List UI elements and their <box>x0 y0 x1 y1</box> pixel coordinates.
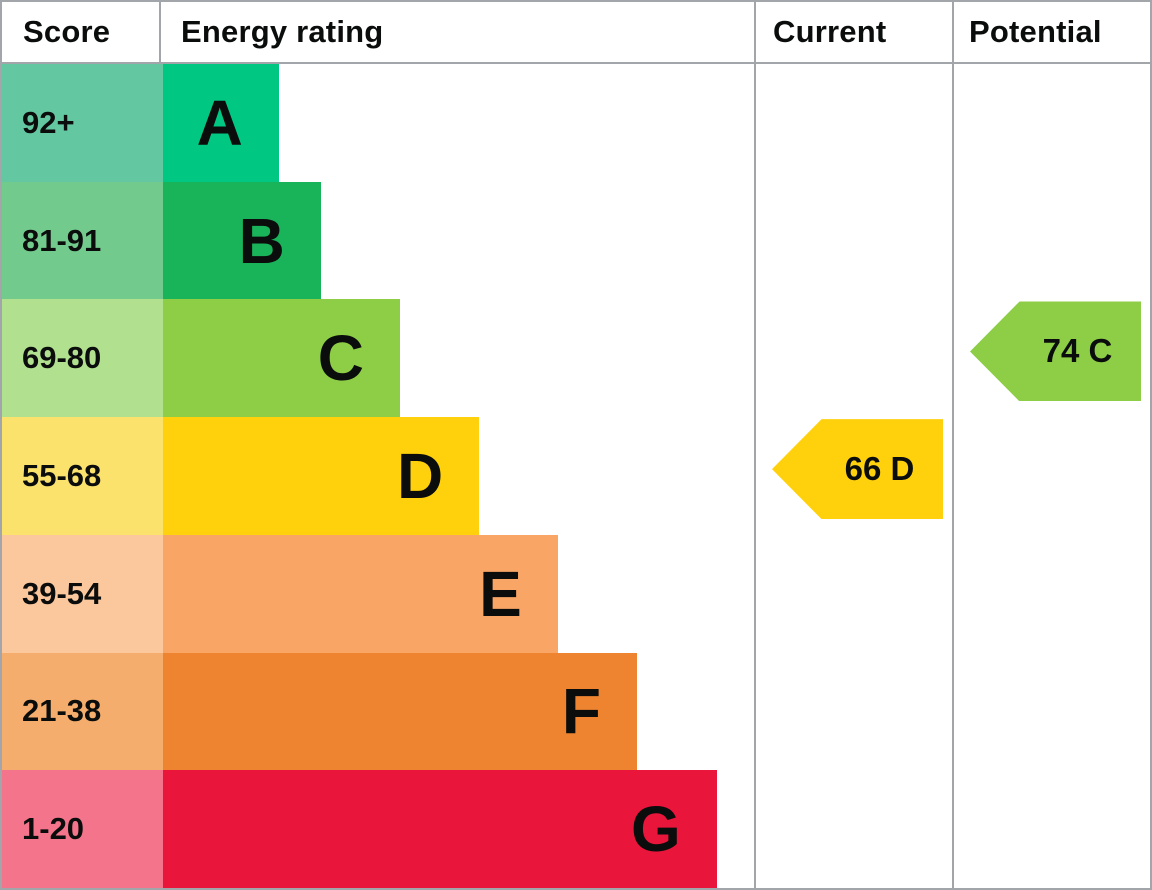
band-bar-track: A <box>163 64 754 182</box>
band-letter: A <box>196 86 243 159</box>
current-rating-arrow: 66 D <box>772 419 943 520</box>
band-row: 69-80 C 74 C <box>2 299 1150 418</box>
band-score-range: 92+ <box>2 64 163 182</box>
potential-cell <box>952 64 1150 182</box>
band-row: 81-91 B <box>2 181 1150 300</box>
potential-cell <box>952 181 1150 300</box>
band-score-range: 69-80 <box>2 299 163 418</box>
band-bar: C <box>163 299 400 418</box>
band-bar: D <box>163 417 480 535</box>
current-cell <box>754 652 952 771</box>
band-letter: C <box>317 322 364 395</box>
potential-cell <box>952 417 1150 535</box>
band-row: 39-54 E <box>2 534 1150 653</box>
chart-header-row: Score Energy rating Current Potential <box>2 2 1150 64</box>
band-row: 1-20 G <box>2 770 1150 889</box>
band-row: 92+ A <box>2 64 1150 182</box>
current-cell <box>754 299 952 418</box>
band-row: 55-68 D 66 D <box>2 417 1150 535</box>
band-score-range: 81-91 <box>2 181 163 300</box>
band-letter: B <box>238 204 285 277</box>
band-score-range: 21-38 <box>2 652 163 771</box>
band-bar-track: B <box>163 181 754 300</box>
current-rating-label: 66 D <box>844 450 915 488</box>
band-score-range: 55-68 <box>2 417 163 535</box>
band-bar-track: C <box>163 299 754 418</box>
band-bar: E <box>163 534 558 653</box>
band-bar-track: F <box>163 652 754 771</box>
energy-rating-column-header: Energy rating <box>181 14 384 49</box>
current-cell <box>754 181 952 300</box>
current-column-header: Current <box>754 2 952 62</box>
band-score-range: 1-20 <box>2 770 163 889</box>
potential-cell <box>952 534 1150 653</box>
band-bar: A <box>163 64 279 182</box>
score-column-header: Score <box>2 2 161 62</box>
bands-area: 92+ A 81-91 B 69-80 C 74 C 55-68 <box>2 64 1150 889</box>
band-letter: G <box>630 793 681 866</box>
band-bar: G <box>163 770 717 889</box>
potential-rating-label: 74 C <box>1042 332 1113 370</box>
potential-rating-arrow: 74 C <box>970 301 1141 402</box>
current-cell <box>754 64 952 182</box>
band-score-range: 39-54 <box>2 534 163 653</box>
band-letter: E <box>479 557 522 630</box>
band-bar-track: D <box>163 417 754 535</box>
band-bar: F <box>163 652 637 771</box>
potential-cell <box>952 652 1150 771</box>
current-cell <box>754 770 952 889</box>
band-row: 21-38 F <box>2 652 1150 771</box>
band-letter: D <box>396 440 444 513</box>
potential-cell: 74 C <box>952 299 1150 418</box>
potential-cell <box>952 770 1150 889</box>
band-bar-track: E <box>163 534 754 653</box>
band-bar-track: G <box>163 770 754 889</box>
current-cell: 66 D <box>754 417 952 535</box>
band-letter: F <box>561 675 601 748</box>
band-bar: B <box>163 181 321 300</box>
potential-column-header: Potential <box>952 2 1150 62</box>
current-cell <box>754 534 952 653</box>
